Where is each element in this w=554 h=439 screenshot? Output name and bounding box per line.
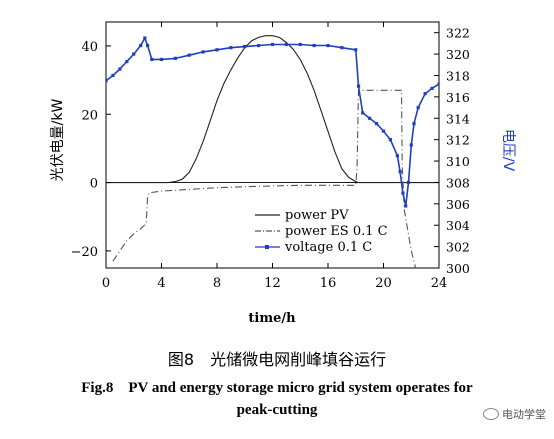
caption-chinese: 图8 光储微电网削峰填谷运行: [167, 350, 387, 369]
voltage-marker: [229, 46, 233, 50]
voltage-marker: [412, 122, 416, 126]
y-tick-label-right: 312: [446, 133, 470, 148]
watermark: 电动学堂: [483, 406, 546, 422]
voltage-marker: [361, 111, 365, 115]
voltage-marker: [401, 191, 405, 195]
y-tick-label-left: 0: [90, 177, 98, 192]
voltage-marker: [106, 79, 108, 83]
watermark-text: 电动学堂: [502, 408, 546, 421]
legend-label-es: power ES 0.1 C: [285, 224, 388, 239]
y-tick-label-right: 320: [446, 47, 470, 62]
voltage-marker: [398, 170, 402, 174]
y-tick-label-left: −20: [71, 245, 98, 260]
chart: 0 4 8 12 16 20 24 −20 0 20 40 300 302 304 306 308 310 312…: [50, 21, 516, 326]
y-axis-label-left: 光伏电量/kW: [50, 99, 66, 182]
voltage-marker: [150, 57, 154, 62]
voltage-marker: [423, 92, 427, 96]
voltage-marker: [111, 73, 115, 78]
x-axis-label: time/h: [248, 311, 296, 326]
y-tick-label-right: 308: [446, 175, 470, 190]
x-tick-label: 24: [431, 276, 448, 291]
y-tick-label-right: 300: [446, 261, 470, 276]
x-tick-label: 0: [102, 276, 110, 291]
legend-label-pv: power PV: [285, 208, 349, 223]
y-tick-label-right: 318: [446, 68, 470, 83]
voltage-marker: [312, 43, 316, 48]
voltage-marker: [381, 129, 386, 133]
x-tick-label: 20: [375, 276, 392, 291]
y-tick-label-right: 302: [446, 240, 470, 255]
voltage-marker: [416, 105, 420, 110]
voltage-marker: [257, 43, 261, 48]
voltage-marker: [298, 42, 302, 47]
series-line-1: [112, 89, 417, 268]
y-tick-label-right: 316: [446, 90, 470, 105]
legend-label-voltage: voltage 0.1 C: [284, 240, 372, 255]
voltage-marker: [368, 116, 372, 120]
legend-marker-voltage: [265, 245, 269, 249]
y-tick-label-right: 306: [446, 197, 470, 212]
wechat-icon: [483, 408, 499, 420]
x-tick-label: 8: [213, 276, 221, 291]
y-tick-label-right: 310: [446, 154, 470, 169]
voltage-marker: [354, 48, 358, 52]
voltage-marker: [146, 43, 150, 48]
caption-english-line1: Fig.8 PV and energy storage micro grid s…: [81, 380, 473, 396]
y-tick-label-left: 40: [81, 40, 98, 55]
y-tick-label-right: 304: [446, 218, 470, 233]
voltage-marker: [340, 46, 344, 50]
voltage-marker: [187, 53, 191, 57]
x-tick-label: 16: [320, 276, 337, 291]
voltage-marker: [270, 42, 275, 47]
voltage-marker: [326, 43, 330, 48]
voltage-marker: [201, 50, 205, 54]
voltage-marker: [388, 138, 393, 142]
x-tick-label: 4: [157, 276, 165, 291]
voltage-marker: [143, 36, 147, 40]
y-tick-label-right: 322: [446, 26, 470, 41]
caption-english-line2: peak-cutting: [236, 402, 318, 418]
voltage-marker: [437, 82, 439, 86]
y-axis-label-right: 电压/V: [500, 129, 516, 172]
voltage-marker: [215, 48, 219, 52]
series-line-2: [106, 37, 439, 207]
voltage-marker: [243, 45, 247, 49]
voltage-marker: [409, 143, 413, 147]
y-tick-label-left: 20: [81, 108, 98, 123]
voltage-marker: [132, 52, 136, 56]
x-tick-label: 12: [264, 276, 281, 291]
voltage-marker: [284, 42, 288, 47]
voltage-marker: [430, 86, 434, 90]
y-tick-label-right: 314: [446, 111, 470, 126]
voltage-marker: [404, 204, 408, 208]
voltage-marker: [356, 84, 361, 88]
voltage-marker: [374, 122, 379, 126]
voltage-marker: [406, 180, 411, 185]
voltage-marker: [159, 57, 164, 62]
voltage-marker: [173, 56, 177, 60]
voltage-marker: [395, 154, 399, 158]
series-line-0: [106, 35, 439, 184]
voltage-marker: [139, 43, 143, 48]
voltage-marker: [118, 67, 122, 71]
voltage-marker: [125, 59, 129, 64]
